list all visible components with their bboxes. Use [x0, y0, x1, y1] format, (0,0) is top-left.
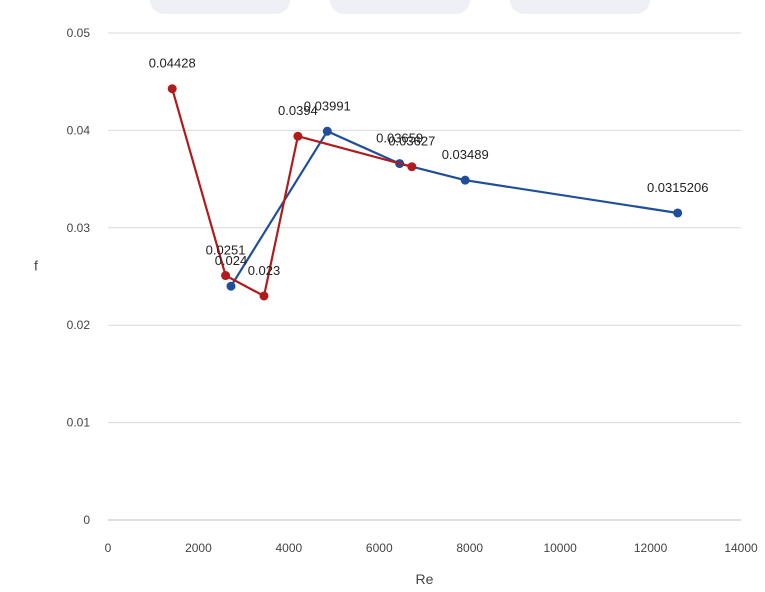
y-tick-label: 0.04	[67, 123, 91, 137]
y-axis-title: f	[34, 258, 38, 274]
x-tick-label: 10000	[543, 541, 577, 555]
series-2-point	[293, 131, 303, 141]
series-1-point	[322, 126, 332, 136]
x-tick-label: 8000	[456, 541, 483, 555]
data-label: 0.03489	[442, 147, 489, 162]
y-tick-label: 0.01	[67, 416, 91, 430]
series-1-point	[673, 208, 683, 218]
data-label: 0.04428	[149, 56, 196, 71]
series-2-line	[171, 88, 413, 298]
x-tick-labels: 0 2000 4000 6000 8000 10000 12000 14000	[105, 541, 758, 555]
header-decoration-left	[150, 0, 290, 14]
data-label: 0.03991	[304, 98, 351, 113]
header-decoration-right	[510, 0, 650, 14]
x-axis-title: Re	[416, 571, 434, 587]
x-tick-label: 0	[105, 541, 112, 555]
header-decoration-middle	[330, 0, 470, 14]
data-label: 0.0251	[206, 243, 246, 258]
y-tick-labels: 0 0.01 0.02 0.03 0.04 0.05	[67, 26, 91, 527]
y-tick-label: 0.03	[67, 221, 91, 235]
series-layer	[167, 84, 683, 301]
data-label: 0.03627	[388, 134, 435, 149]
x-tick-label: 12000	[634, 541, 668, 555]
grid-lines	[108, 32, 741, 424]
x-tick-label: 14000	[724, 541, 758, 555]
x-tick-label: 4000	[276, 541, 303, 555]
series-2-point	[221, 271, 231, 281]
series-2-point	[407, 162, 417, 172]
x-tick-label: 6000	[366, 541, 393, 555]
y-tick-label: 0.05	[67, 26, 91, 40]
data-labels: 0.024 0.03991 0.03659 0.03489 0.0315206 0.044…	[149, 56, 709, 278]
data-label: 0.024	[215, 253, 248, 268]
series-2-point	[259, 291, 269, 301]
data-label: 0.0394	[278, 103, 318, 118]
data-label: 0.023	[248, 263, 281, 278]
series-1-point	[460, 175, 470, 185]
data-label: 0.03659	[376, 131, 423, 146]
y-tick-label: 0.02	[67, 318, 91, 332]
data-label: 0.0315206	[647, 180, 708, 195]
series-2-point	[167, 84, 177, 94]
y-tick-label: 0	[83, 513, 90, 527]
x-tick-label: 2000	[185, 541, 212, 555]
series-1-point	[226, 281, 236, 291]
